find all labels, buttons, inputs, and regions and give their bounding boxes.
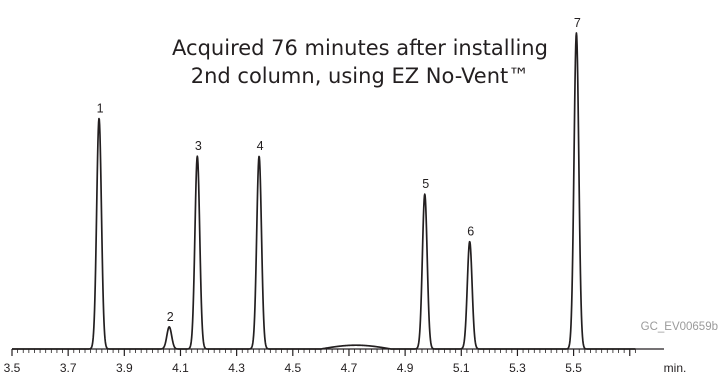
peak-label-layer: 1 2 3 4 5 6 7: [97, 16, 581, 324]
signal-trace: [11, 32, 636, 350]
peak-label: 1: [97, 101, 104, 115]
peak-label: 6: [467, 225, 474, 239]
chart-title-line-2: 2nd column, using EZ No-Vent™: [190, 64, 530, 88]
x-tick-label: 3.5: [4, 361, 21, 375]
x-tick-label: 3.9: [116, 361, 133, 375]
x-tick-label: 4.5: [284, 361, 301, 375]
x-tick-label: 5.5: [565, 361, 582, 375]
peak-label: 4: [257, 139, 264, 153]
x-tick-label: 5.1: [453, 361, 470, 375]
chart-title-line-1: Acquired 76 minutes after installing: [172, 36, 548, 60]
peak-label: 7: [574, 16, 581, 30]
peak-label: 5: [422, 177, 429, 191]
peak-label: 3: [195, 139, 202, 153]
x-axis-label: min.: [664, 361, 687, 375]
x-tick-label: 3.7: [60, 361, 77, 375]
x-axis: 3.5 3.7 3.9 4.1 4.3 4.5 4.7 4.9 5.1 5.3 5.5: [4, 348, 664, 375]
x-tick-label: 5.3: [509, 361, 526, 375]
x-tick-label: 4.3: [228, 361, 245, 375]
x-tick-label: 4.7: [341, 361, 358, 375]
trace-layer: [11, 32, 636, 350]
x-tick-label: 4.1: [172, 361, 189, 375]
x-tick-label: 4.9: [397, 361, 414, 375]
figure-code-annotation: GC_EV00659b: [641, 321, 718, 333]
peak-label: 2: [167, 310, 174, 324]
